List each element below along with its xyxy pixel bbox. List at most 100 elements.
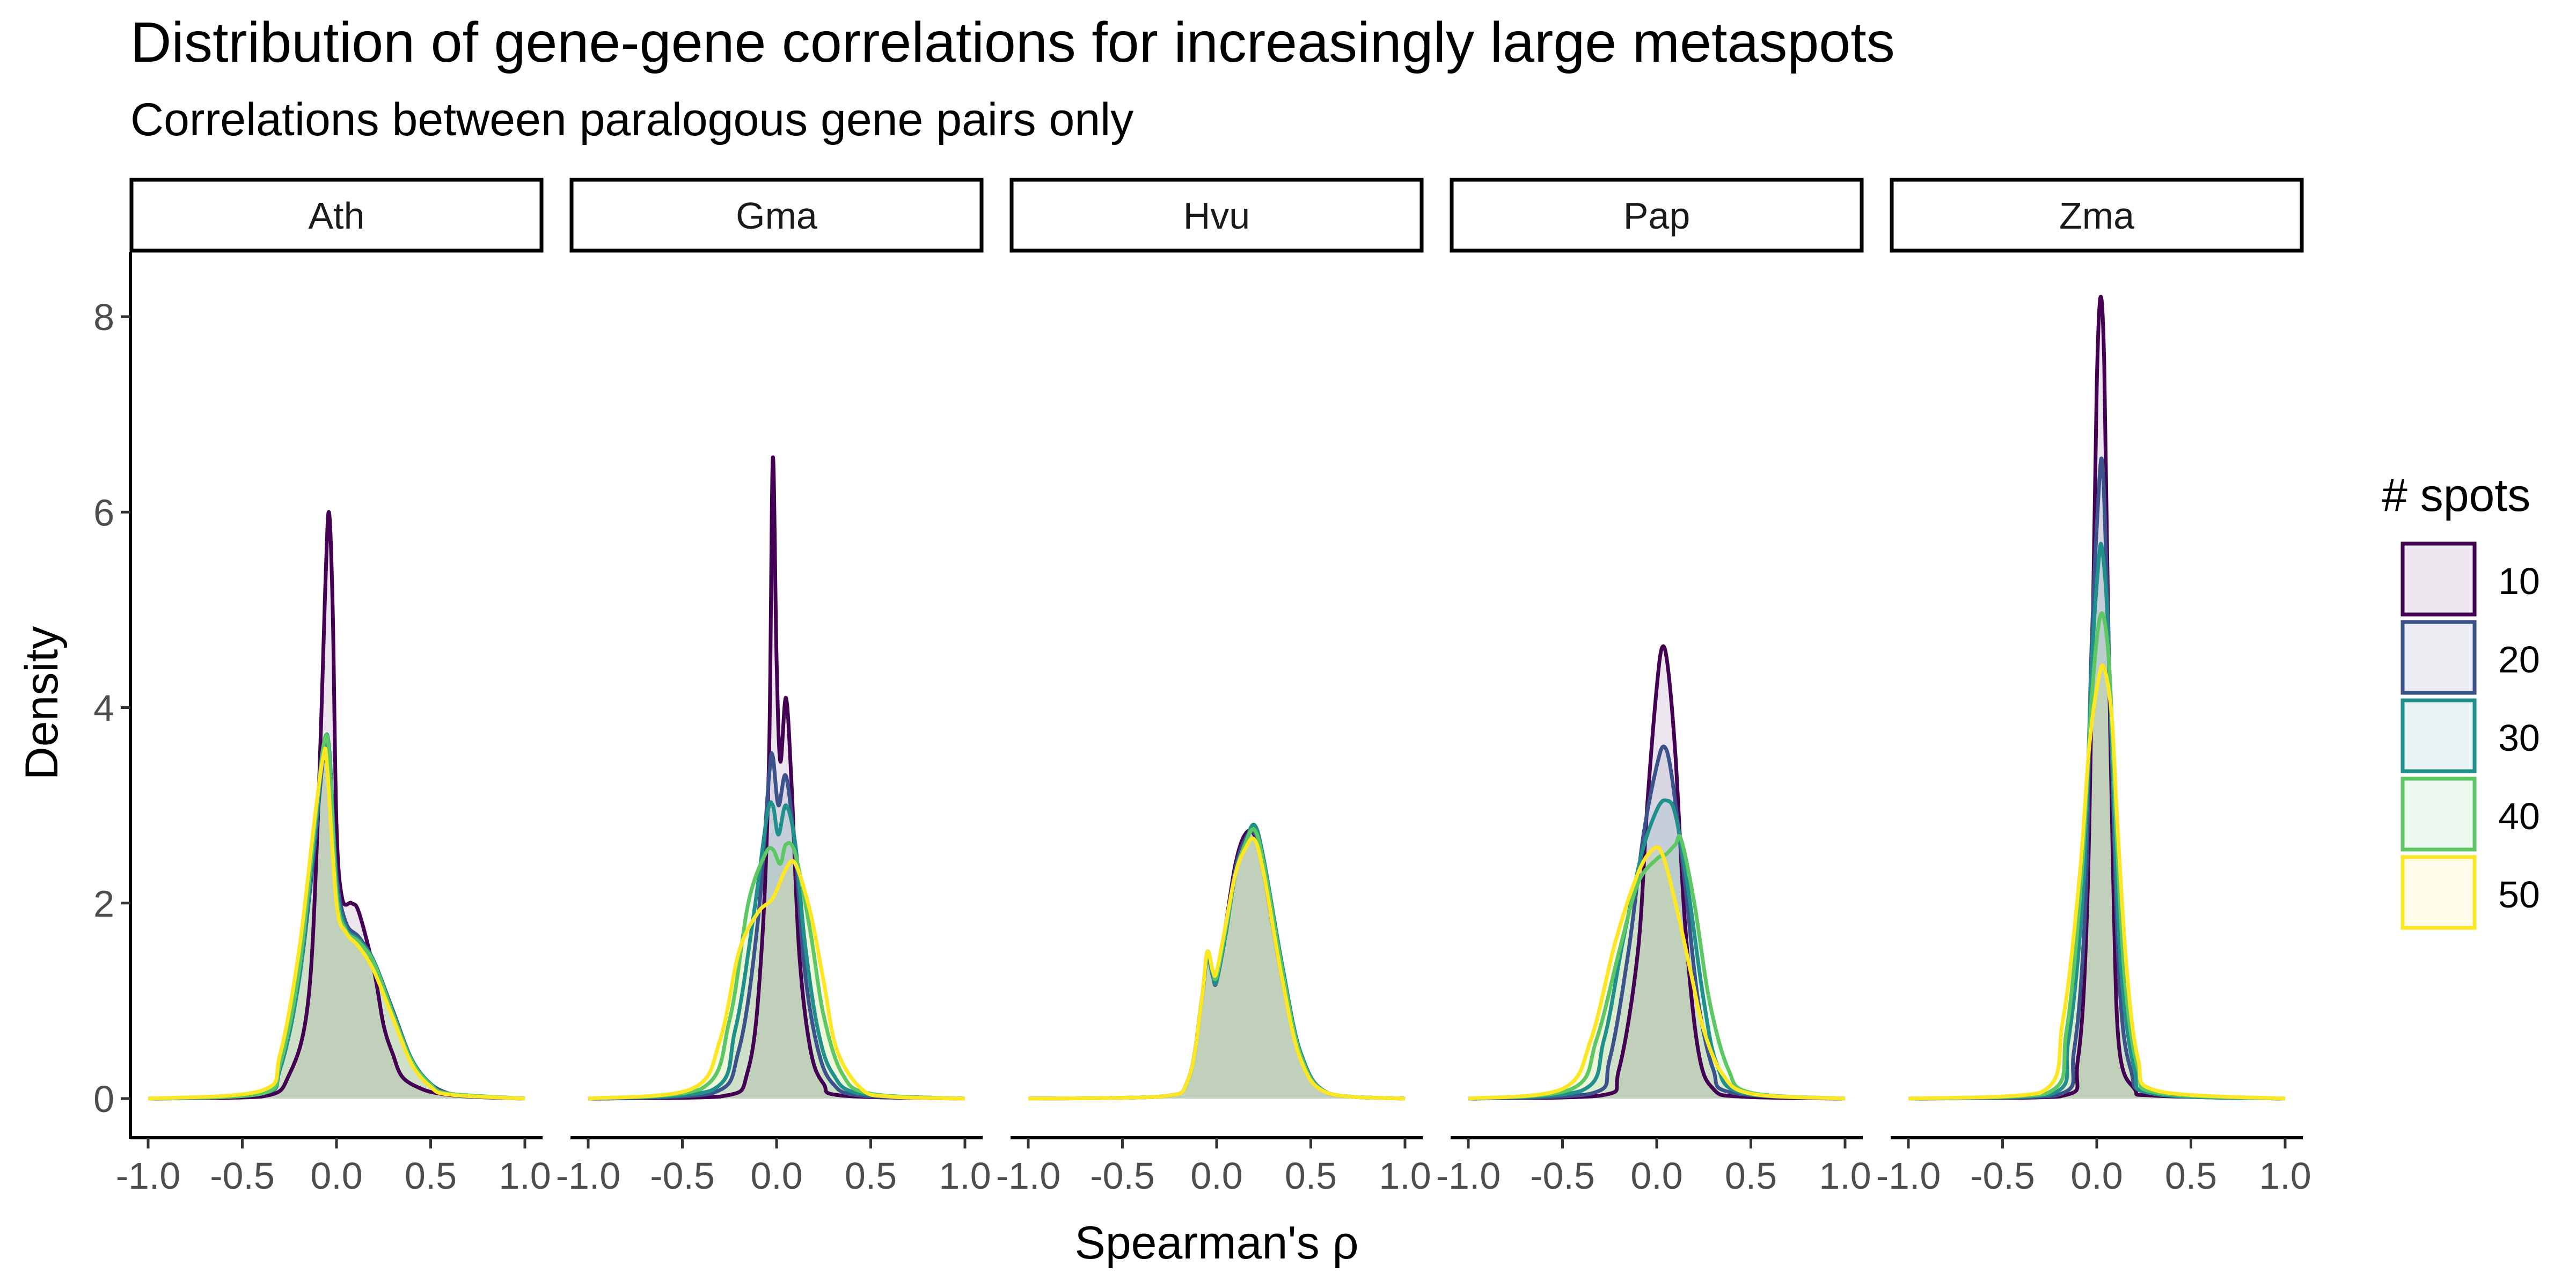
density-area-10 — [1028, 830, 1405, 1099]
facet-strip — [569, 178, 984, 253]
y-tick-label: 6 — [93, 492, 114, 533]
legend-key — [2401, 777, 2477, 852]
facet-panel-gma: Gma -1.0 -0.5 0.0 0.5 1.0 — [556, 178, 991, 1197]
density-line-30 — [588, 800, 965, 1101]
density-area-40 — [1028, 829, 1405, 1099]
x-tick-label: -1.0 — [1436, 1155, 1501, 1197]
density-area-20 — [1468, 746, 1845, 1099]
density-area-30 — [1028, 824, 1405, 1099]
x-tick-label: 1.0 — [499, 1155, 551, 1197]
density-area-40 — [1468, 836, 1845, 1099]
x-tick-label: 0.0 — [750, 1155, 802, 1197]
facet-strip — [1890, 178, 2304, 253]
density-line-10 — [148, 510, 525, 1101]
density-area-40 — [1908, 613, 2285, 1099]
facet-strip-label: Hvu — [1183, 195, 1250, 237]
density-area-20 — [148, 736, 525, 1099]
chart-subtitle: Correlations between paralogous gene pai… — [130, 94, 1133, 145]
facet-strip — [129, 178, 544, 253]
legend-label: 10 — [2498, 560, 2540, 602]
x-tick-label: 0.0 — [1190, 1155, 1242, 1197]
density-line-50 — [1908, 663, 2286, 1101]
density-area-40 — [588, 843, 965, 1099]
density-area-10 — [148, 511, 525, 1099]
density-line-10 — [1468, 644, 1846, 1101]
density-line-40 — [588, 841, 965, 1101]
x-tick-label: 0.0 — [2070, 1155, 2123, 1197]
density-area-10 — [1468, 646, 1845, 1099]
facet-strip-label: Zma — [2059, 195, 2134, 237]
x-tick-label: 0.0 — [1630, 1155, 1682, 1197]
density-line-50 — [1028, 837, 1406, 1101]
density-areas — [1028, 824, 1405, 1099]
density-area-50 — [1468, 847, 1845, 1099]
legend: # spots 10 20 30 40 50 — [2382, 470, 2540, 930]
density-line-40 — [1908, 611, 2286, 1101]
density-lines — [1908, 295, 2286, 1101]
legend-key — [2401, 698, 2477, 773]
facet-strip-label: Gma — [736, 195, 817, 237]
density-area-50 — [1908, 665, 2285, 1099]
x-tick-label: 1.0 — [1379, 1155, 1431, 1197]
legend-label: 30 — [2498, 717, 2540, 759]
density-line-10 — [1908, 295, 2286, 1101]
x-tick-label: -0.5 — [1530, 1155, 1595, 1197]
y-axis: 0 2 4 6 8 — [93, 252, 132, 1139]
facet-panel-zma: Zma -1.0 -0.5 0.0 0.5 1.0 — [1876, 178, 2311, 1197]
density-area-50 — [588, 860, 965, 1099]
x-tick-label: -1.0 — [556, 1155, 621, 1197]
density-area-40 — [148, 735, 525, 1099]
legend-label: 20 — [2498, 639, 2540, 680]
facet-panels: 0 2 4 6 8 Ath -1.0 -0.5 0.0 0.5 1.0 Gma -1.0 -0.5 0.0 0… — [93, 178, 2311, 1197]
y-tick-label: 4 — [93, 687, 114, 729]
x-tick-label: -0.5 — [650, 1155, 715, 1197]
density-line-50 — [148, 747, 525, 1101]
density-area-30 — [1468, 800, 1845, 1099]
x-tick-label: -1.0 — [1876, 1155, 1941, 1197]
legend-item-30: 30 — [2401, 698, 2540, 773]
density-lines — [1468, 644, 1846, 1101]
x-tick-label: 0.5 — [845, 1155, 897, 1197]
density-area-30 — [588, 802, 965, 1099]
density-line-30 — [1908, 541, 2286, 1101]
legend-label: 50 — [2498, 874, 2540, 916]
x-tick-label: 1.0 — [2259, 1155, 2311, 1197]
x-tick-label: 0.5 — [1725, 1155, 1777, 1197]
x-tick-label: -0.5 — [1090, 1155, 1155, 1197]
facet-panel-hvu: Hvu -1.0 -0.5 0.0 0.5 1.0 — [996, 178, 1431, 1197]
legend-item-40: 40 — [2401, 777, 2540, 852]
density-area-50 — [1028, 838, 1405, 1099]
legend-item-50: 50 — [2401, 855, 2540, 930]
density-lines — [588, 455, 965, 1101]
density-area-30 — [1908, 543, 2285, 1099]
legend-item-10: 10 — [2401, 541, 2540, 617]
chart-title: Distribution of gene-gene correlations f… — [130, 11, 1895, 74]
x-tick-label: 1.0 — [939, 1155, 991, 1197]
x-tick-label: -1.0 — [116, 1155, 181, 1197]
density-line-20 — [1908, 456, 2286, 1101]
density-area-20 — [1028, 831, 1405, 1099]
density-area-20 — [588, 753, 965, 1099]
density-lines — [148, 510, 525, 1101]
y-tick-label: 2 — [93, 883, 114, 925]
facet-panel-ath: Ath -1.0 -0.5 0.0 0.5 1.0 — [116, 178, 551, 1197]
facet-strip-label: Pap — [1623, 195, 1690, 237]
density-line-20 — [588, 751, 965, 1101]
x-tick-label: -1.0 — [996, 1155, 1061, 1197]
x-tick-label: -0.5 — [210, 1155, 275, 1197]
legend-label: 40 — [2498, 795, 2540, 837]
legend-key — [2401, 620, 2477, 695]
x-tick-label: 0.5 — [1285, 1155, 1337, 1197]
x-tick-label: 0.5 — [2165, 1155, 2217, 1197]
legend-item-20: 20 — [2401, 620, 2540, 695]
y-tick-label: 8 — [93, 296, 114, 338]
facet-strip — [1450, 178, 1864, 253]
legend-key — [2401, 541, 2477, 617]
facet-panel-pap: Pap -1.0 -0.5 0.0 0.5 1.0 — [1436, 178, 1871, 1197]
x-axis-label: Spearman's ρ — [1074, 1217, 1358, 1269]
facet-strip — [1009, 178, 1424, 253]
density-line-10 — [588, 455, 965, 1101]
y-tick-label: 0 — [93, 1078, 114, 1120]
density-lines — [1028, 823, 1406, 1101]
